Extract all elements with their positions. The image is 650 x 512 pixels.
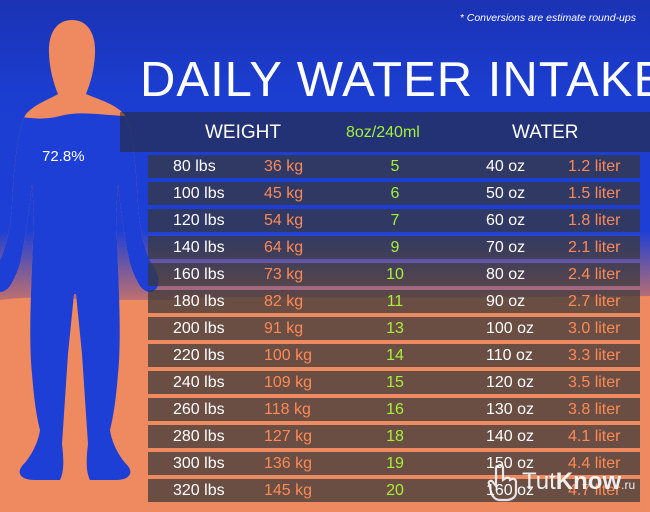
glasses-cell: 10 bbox=[386, 266, 404, 283]
watermark-part1: Tut bbox=[522, 468, 556, 495]
table-row: 300 lbs 136 kg 19 150 oz 4.4 liter bbox=[148, 452, 640, 475]
glasses-cell: 18 bbox=[386, 428, 404, 445]
water-oz-cell: 80 oz bbox=[486, 266, 526, 283]
weight-lbs-cell: 220 lbs bbox=[173, 347, 225, 364]
column-header-water: WATER bbox=[512, 122, 579, 143]
glasses-cell: 15 bbox=[386, 374, 404, 391]
glasses-cell: 9 bbox=[390, 239, 400, 256]
weight-kg-cell: 54 kg bbox=[264, 212, 304, 229]
water-oz-cell: 90 oz bbox=[486, 293, 526, 310]
water-oz-cell: 130 oz bbox=[486, 401, 535, 418]
table-row: 160 lbs 73 kg 10 80 oz 2.4 liter bbox=[148, 263, 640, 286]
water-oz-cell: 40 oz bbox=[486, 158, 526, 175]
water-liter-cell: 2.7 liter bbox=[568, 293, 621, 310]
weight-kg-cell: 118 kg bbox=[264, 401, 311, 418]
weight-lbs-cell: 320 lbs bbox=[173, 482, 225, 499]
table-row: 120 lbs 54 kg 7 60 oz 1.8 liter bbox=[148, 209, 640, 232]
water-intake-table: 80 lbs 36 kg 5 40 oz 1.2 liter 100 lbs 4… bbox=[148, 155, 640, 506]
water-liter-cell: 2.4 liter bbox=[568, 266, 621, 283]
glasses-cell: 16 bbox=[386, 401, 404, 418]
table-row: 200 lbs 91 kg 13 100 oz 3.0 liter bbox=[148, 317, 640, 340]
glasses-cell: 19 bbox=[386, 455, 404, 472]
watermark-part2: Know bbox=[555, 468, 622, 495]
weight-lbs-cell: 180 lbs bbox=[173, 293, 225, 310]
water-oz-cell: 150 oz bbox=[486, 455, 535, 472]
column-header-glass: 8oz/240ml bbox=[346, 124, 420, 141]
weight-kg-cell: 64 kg bbox=[264, 239, 304, 256]
water-oz-cell: 160 oz bbox=[486, 482, 535, 499]
weight-lbs-cell: 260 lbs bbox=[173, 401, 225, 418]
table-row: 260 lbs 118 kg 16 130 oz 3.8 liter bbox=[148, 398, 640, 421]
water-liter-cell: 3.3 liter bbox=[568, 347, 621, 364]
water-liter-cell: 1.2 liter bbox=[568, 158, 621, 175]
table-row: 280 lbs 127 kg 18 140 oz 4.1 liter bbox=[148, 425, 640, 448]
water-liter-cell: 4.4 liter bbox=[568, 455, 621, 472]
weight-kg-cell: 127 kg bbox=[264, 428, 313, 445]
weight-lbs-cell: 240 lbs bbox=[173, 374, 225, 391]
column-header-weight: WEIGHT bbox=[205, 122, 281, 143]
hand-pointer-icon bbox=[487, 463, 518, 502]
water-oz-cell: 70 oz bbox=[486, 239, 526, 256]
human-silhouette bbox=[0, 20, 159, 480]
weight-kg-cell: 109 kg bbox=[264, 374, 313, 391]
water-liter-cell: 3.5 liter bbox=[568, 374, 621, 391]
conversion-footnote: * Conversions are estimate round-ups bbox=[459, 12, 636, 24]
glasses-cell: 7 bbox=[390, 212, 400, 229]
water-liter-cell: 4.1 liter bbox=[568, 428, 621, 445]
water-oz-cell: 140 oz bbox=[486, 428, 535, 445]
weight-lbs-cell: 100 lbs bbox=[173, 185, 225, 202]
table-row: 240 lbs 109 kg 15 120 oz 3.5 liter bbox=[148, 371, 640, 394]
weight-kg-cell: 100 kg bbox=[264, 347, 313, 364]
weight-lbs-cell: 300 lbs bbox=[173, 455, 225, 472]
weight-lbs-cell: 280 lbs bbox=[173, 428, 225, 445]
weight-lbs-cell: 200 lbs bbox=[173, 320, 225, 337]
table-row: 100 lbs 45 kg 6 50 oz 1.5 liter bbox=[148, 182, 640, 205]
table-header-band bbox=[120, 112, 650, 152]
weight-kg-cell: 91 kg bbox=[264, 320, 304, 337]
human-figure: 72.8% bbox=[0, 14, 165, 494]
glasses-cell: 20 bbox=[386, 482, 404, 499]
weight-kg-cell: 36 kg bbox=[264, 158, 304, 175]
table-row: 180 lbs 82 kg 11 90 oz 2.7 liter bbox=[148, 290, 640, 313]
weight-lbs-cell: 160 lbs bbox=[173, 266, 225, 283]
glasses-cell: 5 bbox=[390, 158, 400, 175]
water-oz-cell: 100 oz bbox=[486, 320, 535, 337]
glasses-cell: 6 bbox=[390, 185, 400, 202]
water-liter-cell: 1.8 liter bbox=[568, 212, 621, 229]
water-liter-cell: 3.8 liter bbox=[568, 401, 621, 418]
watermark-text: TutKnow.ru bbox=[522, 468, 635, 496]
glasses-cell: 14 bbox=[386, 347, 404, 364]
table-row: 140 lbs 64 kg 9 70 oz 2.1 liter bbox=[148, 236, 640, 259]
weight-lbs-cell: 120 lbs bbox=[173, 212, 225, 229]
glasses-cell: 11 bbox=[386, 293, 404, 310]
water-liter-cell: 4.7 liter bbox=[568, 482, 621, 499]
watermark-suffix: .ru bbox=[621, 478, 636, 492]
water-liter-cell: 3.0 liter bbox=[568, 320, 621, 337]
water-oz-cell: 60 oz bbox=[486, 212, 526, 229]
weight-kg-cell: 45 kg bbox=[264, 185, 304, 202]
page-title: DAILY WATER INTAKE bbox=[140, 53, 650, 107]
water-oz-cell: 120 oz bbox=[486, 374, 535, 391]
glasses-cell: 13 bbox=[386, 320, 404, 337]
figure-water-fill bbox=[0, 125, 159, 480]
table-row: 80 lbs 36 kg 5 40 oz 1.2 liter bbox=[148, 155, 640, 178]
weight-lbs-cell: 140 lbs bbox=[173, 239, 225, 256]
water-oz-cell: 50 oz bbox=[486, 185, 526, 202]
weight-lbs-cell: 80 lbs bbox=[173, 158, 216, 175]
water-liter-cell: 1.5 liter bbox=[568, 185, 621, 202]
weight-kg-cell: 82 kg bbox=[264, 293, 304, 310]
weight-kg-cell: 145 kg bbox=[264, 482, 313, 499]
table-row: 220 lbs 100 kg 14 110 oz 3.3 liter bbox=[148, 344, 640, 367]
weight-kg-cell: 73 kg bbox=[264, 266, 304, 283]
tutknow-watermark: TutKnow.ru bbox=[486, 462, 646, 504]
water-liter-cell: 2.1 liter bbox=[568, 239, 621, 256]
weight-kg-cell: 136 kg bbox=[264, 455, 313, 472]
body-water-percent: 72.8% bbox=[42, 148, 85, 165]
water-oz-cell: 110 oz bbox=[486, 347, 533, 364]
